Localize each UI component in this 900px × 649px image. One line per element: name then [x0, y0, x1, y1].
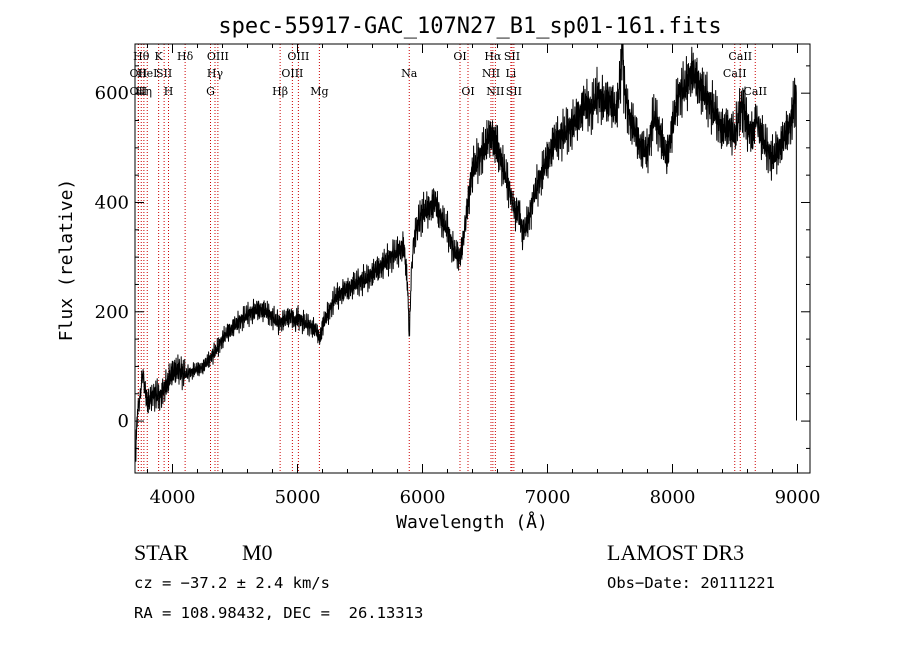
spectral-line-label: OII: [130, 67, 148, 80]
spectral-line-label: OIII: [281, 67, 303, 80]
spectral-line-markers: [137, 44, 756, 473]
x-tick-label: 5000: [275, 487, 321, 508]
x-axis-ticks: 4000 5000 6000 7000 8000 9000: [147, 44, 821, 508]
spectral-line-label: Hγ: [207, 67, 224, 80]
spectral-line-label: OI: [461, 85, 474, 98]
spectral-line-label: H: [164, 85, 174, 98]
y-axis-ticks: 0 200 400 600: [95, 65, 810, 449]
y-tick-label: 200: [95, 302, 129, 323]
spectral-line-label: Hα: [484, 50, 502, 63]
spectral-line-label: NII: [482, 67, 500, 80]
flux-series: [135, 43, 797, 462]
y-tick-label: 600: [95, 83, 129, 104]
spectral-line-label: Hθ: [133, 50, 150, 63]
spectral-line-label: OIII: [207, 50, 229, 63]
x-tick-label: 9000: [775, 487, 821, 508]
spectral-line-label: CaII: [723, 67, 747, 80]
spectral-line-label: K: [155, 50, 164, 63]
spectral-line-label: OI: [453, 50, 466, 63]
spectral-line-label: Hβ: [272, 85, 288, 98]
spectral-line-label: SII: [504, 50, 520, 63]
flux-line: [135, 43, 797, 462]
y-tick-label: 0: [118, 411, 129, 432]
y-axis-label: Flux (relative): [56, 179, 77, 342]
object-subclass-label: M0: [242, 540, 273, 565]
x-tick-label: 8000: [650, 487, 696, 508]
spectral-line-label: CaII: [728, 50, 752, 63]
spectral-line-label: SII: [156, 67, 172, 80]
spectral-line-label: Mg: [310, 85, 328, 98]
x-axis-label: Wavelength (Å): [396, 511, 548, 533]
spectral-line-label: OII: [130, 85, 148, 98]
coordinates-text: RA = 108.98432, DEC = 26.13313: [134, 604, 424, 622]
y-tick-label: 400: [95, 192, 129, 213]
spectral-line-label: NII: [486, 85, 504, 98]
spectral-line-label: Hδ: [177, 50, 194, 63]
spectral-line-label: Li: [505, 67, 516, 80]
chart-title: spec-55917-GAC_107N27_B1_sp01-161.fits: [218, 14, 721, 39]
x-tick-label: 6000: [400, 487, 446, 508]
spectral-line-labels: HθOIIOIIHηHeIKSIIHHδGHγOIIIHβOIIIOIIIMgN…: [130, 50, 768, 98]
spectral-line-label: OIII: [287, 50, 309, 63]
spectral-line-label: Na: [401, 67, 418, 80]
survey-label: LAMOST DR3: [607, 540, 745, 565]
redshift-velocity-text: cz = −37.2 ± 2.4 km/s: [134, 574, 330, 592]
observation-date-text: Obs−Date: 20111221: [607, 574, 775, 592]
spectral-line-label: G: [206, 85, 215, 98]
object-class-label: STAR: [134, 540, 189, 565]
spectral-line-label: Hη: [136, 85, 152, 98]
spectral-line-label: HeI: [137, 67, 157, 80]
spectral-line-label: SII: [506, 85, 522, 98]
spectral-line-label: CaII: [743, 85, 767, 98]
x-tick-label: 7000: [525, 487, 571, 508]
x-tick-label: 4000: [150, 487, 196, 508]
